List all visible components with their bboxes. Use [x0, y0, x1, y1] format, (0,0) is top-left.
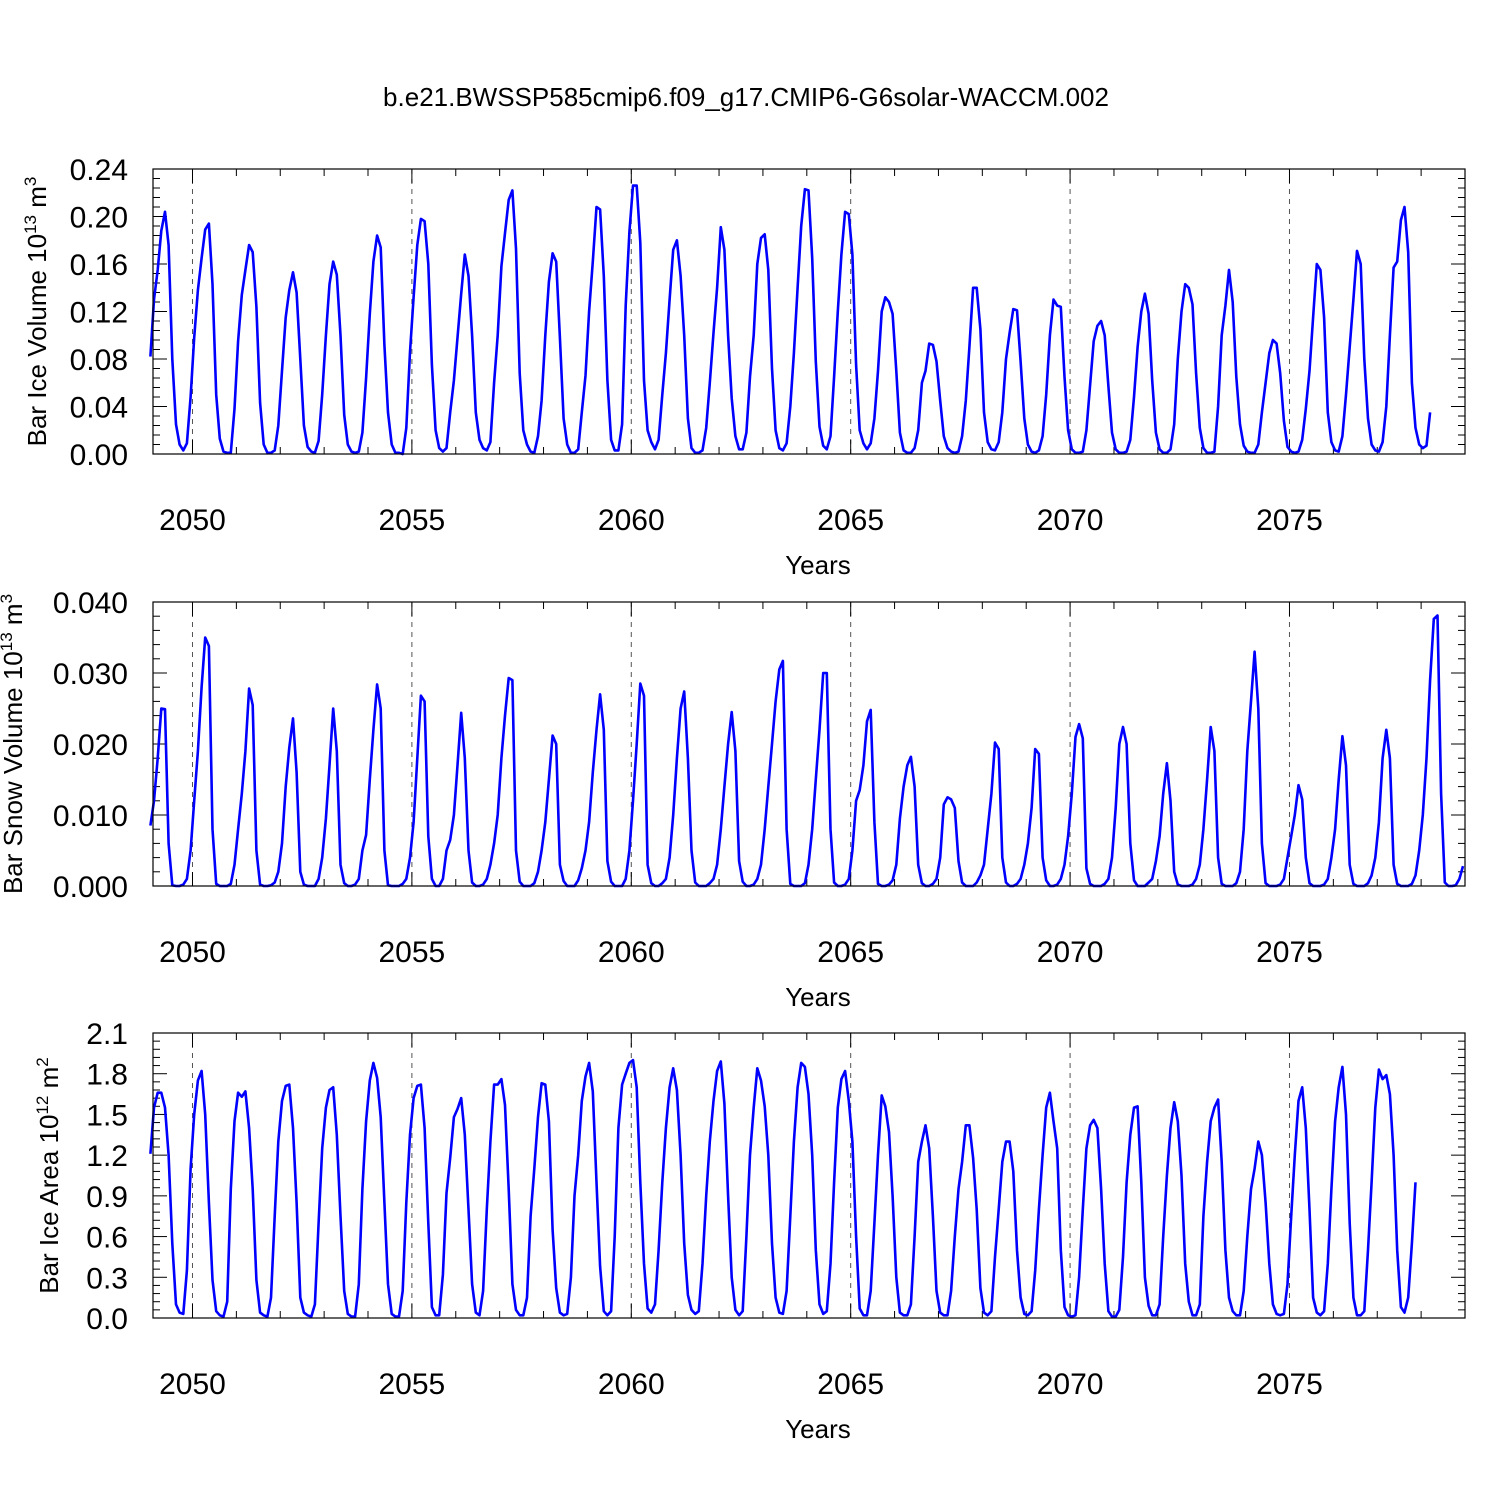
y-tick-label: 0.030 — [53, 658, 128, 691]
x-tick-label: 2060 — [598, 936, 665, 969]
y-tick-label: 0.20 — [70, 202, 128, 235]
x-tick-label: 2055 — [379, 504, 446, 537]
y-axis-label: Bar Ice Area 1012 m2 — [33, 1057, 64, 1294]
y-axis-label-superscript: 3 — [0, 594, 16, 603]
x-axis-label: Years — [785, 550, 851, 580]
y-axis-label-superscript: 12 — [33, 1096, 52, 1115]
x-tick-label: 2070 — [1037, 504, 1104, 537]
y-axis-label-part: Bar Ice Area 10 — [34, 1115, 64, 1294]
y-tick-label: 0.9 — [86, 1181, 128, 1214]
plot-frame — [152, 601, 1466, 887]
y-tick-label: 0.000 — [53, 871, 128, 904]
y-tick-label: 0.010 — [53, 800, 128, 833]
y-axis-label-part: m — [34, 1067, 64, 1096]
x-tick-label: 2075 — [1256, 504, 1323, 537]
y-axis-label-part: m — [22, 186, 52, 215]
x-tick-label: 2070 — [1037, 1368, 1104, 1401]
x-tick-label: 2075 — [1256, 936, 1323, 969]
x-axis-label: Years — [785, 1414, 851, 1444]
y-tick-label: 0.16 — [70, 249, 128, 282]
x-axis-label: Years — [785, 982, 851, 1012]
plot-frame — [152, 168, 1466, 455]
x-tick-label: 2055 — [379, 1368, 446, 1401]
panel-ice-area: 0.0 0.3 0.6 0.9 1.2 1.5 1.8 2.1 2050 2055 2060 2065… — [33, 1018, 1466, 1444]
x-tick-label: 2050 — [159, 936, 226, 969]
y-axis-label-superscript: 2 — [33, 1057, 52, 1066]
y-axis-label-part: Bar Snow Volume 10 — [0, 651, 28, 894]
y-tick-label: 2.1 — [86, 1018, 128, 1051]
panel-snow-volume: 0.000 0.010 0.020 0.030 0.040 2050 2055 2060 206… — [0, 587, 1466, 1012]
figure-title: b.e21.BWSSP585cmip6.f09_g17.CMIP6-G6sola… — [383, 82, 1109, 112]
x-tick-label: 2055 — [379, 936, 446, 969]
y-tick-label: 0.12 — [70, 297, 128, 330]
x-tick-label: 2060 — [598, 504, 665, 537]
y-tick-label: 0.020 — [53, 729, 128, 762]
y-tick-label: 0.0 — [86, 1303, 128, 1336]
x-tick-label: 2065 — [817, 1368, 884, 1401]
y-tick-label: 0.6 — [86, 1222, 128, 1255]
y-axis-label-superscript: 3 — [21, 177, 40, 186]
y-tick-label: 0.00 — [70, 439, 128, 472]
y-tick-label: 0.040 — [53, 587, 128, 620]
x-tick-label: 2070 — [1037, 936, 1104, 969]
y-tick-label: 1.5 — [86, 1099, 128, 1132]
y-axis-label: Bar Snow Volume 1013 m3 — [0, 594, 28, 894]
y-axis-label-superscript: 13 — [21, 215, 40, 234]
y-tick-label: 0.08 — [70, 344, 128, 377]
x-tick-label: 2065 — [817, 504, 884, 537]
y-axis-label: Bar Ice Volume 1013 m3 — [21, 177, 52, 447]
y-axis-label-superscript: 13 — [0, 632, 16, 651]
series-line — [149, 1058, 1417, 1318]
y-tick-label: 1.8 — [86, 1059, 128, 1092]
panel-ice-volume: 0.00 0.04 0.08 0.12 0.16 0.20 0.24 2050 2055 2060… — [21, 154, 1466, 580]
y-tick-label: 0.24 — [70, 154, 128, 187]
plot-frame — [152, 1032, 1466, 1319]
x-tick-label: 2050 — [159, 1368, 226, 1401]
series-line — [149, 184, 1432, 456]
y-tick-label: 0.04 — [70, 392, 128, 425]
y-tick-label: 1.2 — [86, 1140, 128, 1173]
y-axis-label-part: m — [0, 603, 28, 632]
x-tick-label: 2060 — [598, 1368, 665, 1401]
x-tick-label: 2065 — [817, 936, 884, 969]
y-tick-label: 0.3 — [86, 1262, 128, 1295]
x-tick-label: 2050 — [159, 504, 226, 537]
x-tick-label: 2075 — [1256, 1368, 1323, 1401]
series-line — [149, 614, 1465, 888]
y-axis-label-part: Bar Ice Volume 10 — [22, 234, 52, 446]
